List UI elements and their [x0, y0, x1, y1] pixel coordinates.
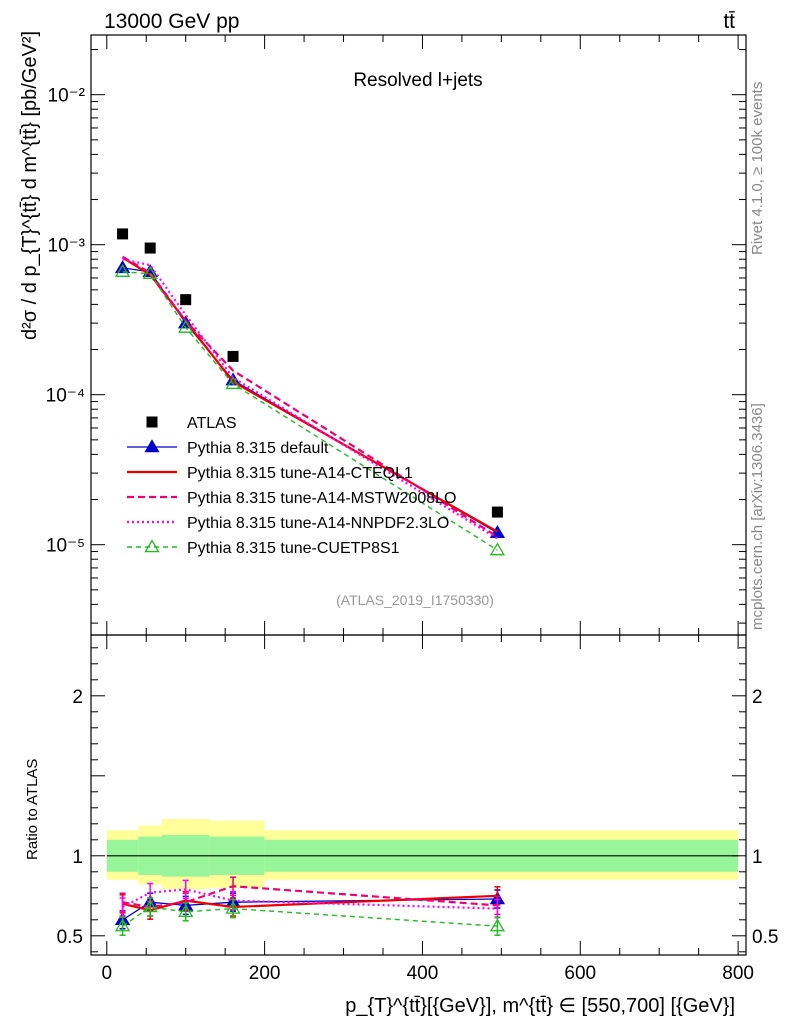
ratio-series-line [122, 885, 498, 909]
main-y-tick-label: 10⁻⁴ [46, 386, 85, 407]
mcplots-label: mcplots.cern.ch [arXiv:1306.3436] [749, 403, 766, 630]
data-marker [114, 918, 131, 932]
x-tick-label: 400 [407, 963, 439, 984]
legend-entry: Pythia 8.315 default [127, 439, 329, 457]
x-tick-label: 800 [722, 963, 754, 984]
main-series-4 [122, 258, 498, 540]
legend-label: Pythia 8.315 tune-CUETP8S1 [187, 540, 400, 557]
energy-label: 13000 GeV pp [104, 10, 239, 33]
legend-entry: Pythia 8.315 tune-A14-MSTW2008LO [127, 490, 456, 507]
main-y-tick-label: 10⁻³ [48, 236, 86, 257]
ratio-y-tick-label: 2 [72, 687, 83, 708]
ratio-series-0 [114, 889, 506, 930]
legend-label: Pythia 8.315 default [187, 440, 329, 457]
data-marker [117, 228, 129, 240]
data-marker [178, 904, 194, 917]
data-marker [114, 263, 131, 277]
data-marker [180, 294, 192, 306]
x-tick-label: 200 [249, 963, 281, 984]
data-marker [491, 506, 503, 518]
main-y-axis-label: d²σ / d p_{T}^{tt̄} d m^{tt̄} [pb/GeV²] [19, 31, 41, 340]
ratio-panel-frame [90, 634, 747, 956]
main-y-tick-label: 10⁻² [48, 86, 86, 107]
data-marker [114, 260, 131, 274]
main-series-5 [114, 263, 506, 556]
x-axis-label: p_{T}^{tt̄}[{GeV}], m^{tt̄} ∈ [550,700] … [345, 995, 735, 1017]
main-y-tick-label: 10⁻⁵ [46, 536, 85, 557]
legend: ATLAS Pythia 8.315 default Pythia 8.315 tu… [127, 415, 456, 557]
x-tick-label: 600 [564, 963, 596, 984]
ratio-y-tick-label-right: 2 [752, 687, 763, 708]
ratio-y-tick-label-right: 1 [752, 847, 763, 868]
analysis-tag: (ATLAS_2019_I1750330) [336, 592, 494, 608]
legend-label: ATLAS [187, 415, 237, 432]
legend-label: Pythia 8.315 tune-A14-CTEQL1 [187, 465, 413, 482]
x-tick-label: 0 [101, 963, 112, 984]
plot-title: Resolved l+jets [353, 70, 482, 91]
legend-label: Pythia 8.315 tune-A14-MSTW2008LO [187, 490, 456, 507]
data-marker [144, 539, 160, 553]
ratio-y-tick-label-right: 0.5 [752, 927, 778, 948]
ratio-y-tick-label: 0.5 [57, 927, 83, 948]
ratio-series-line [122, 906, 498, 927]
legend-entry: Pythia 8.315 tune-A14-CTEQL1 [127, 465, 413, 482]
main-series-line [122, 258, 498, 540]
legend-entry: Pythia 8.315 tune-CUETP8S1 [127, 539, 400, 557]
data-marker [489, 542, 506, 556]
data-marker [144, 439, 160, 453]
legend-entry: Pythia 8.315 tune-A14-NNPDF2.3LO [127, 515, 449, 532]
data-marker [227, 350, 239, 362]
data-marker [178, 319, 194, 333]
data-marker [489, 918, 506, 932]
data-marker [146, 416, 158, 428]
data-marker [225, 376, 241, 390]
ratio-y-tick-label: 1 [72, 847, 83, 868]
ratio-y-axis-label: Ratio to ATLAS [24, 759, 41, 860]
main-series-0 [117, 228, 503, 518]
legend-label: Pythia 8.315 tune-A14-NNPDF2.3LO [187, 515, 449, 532]
rivet-version-label: Rivet 4.1.0, ≥ 100k events [749, 82, 766, 255]
legend-entry: ATLAS [146, 415, 237, 432]
data-marker [142, 265, 158, 279]
data-marker [144, 242, 156, 254]
ratio-series-4 [114, 897, 506, 936]
data-marker [142, 899, 158, 913]
data-marker [225, 900, 241, 914]
process-label: tt̄ [723, 10, 735, 33]
main-series-line [122, 271, 498, 551]
